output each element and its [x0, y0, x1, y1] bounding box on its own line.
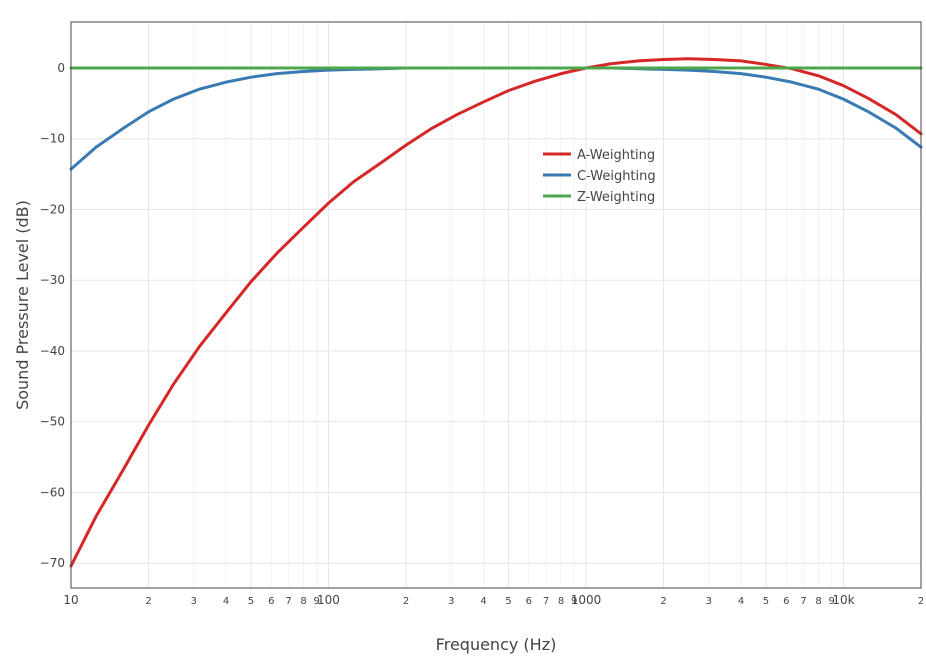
grid-layer — [70, 22, 922, 588]
y-tick-label: −20 — [40, 202, 65, 216]
x-tick-label: 8 — [558, 596, 564, 607]
x-tick-label: 3 — [191, 596, 197, 607]
y-tick-label: −60 — [40, 485, 65, 499]
x-tick-label: 7 — [543, 596, 549, 607]
y-tick-labels: 0 −10 −20 −30 −40 −50 −60 −70 — [40, 61, 65, 570]
x-tick-label: 100 — [317, 593, 340, 607]
legend-label: C-Weighting — [577, 169, 656, 184]
x-tick-label: 5 — [763, 596, 769, 607]
x-tick-label: 4 — [480, 596, 486, 607]
y-axis-title: Sound Pressure Level (dB) — [13, 200, 32, 410]
x-tick-label: 2 — [403, 596, 409, 607]
x-tick-label: 2 — [918, 596, 924, 607]
x-tick-label: 3 — [448, 596, 454, 607]
x-tick-label: 5 — [248, 596, 254, 607]
x-tick-label: 3 — [706, 596, 712, 607]
x-tick-label: 7 — [285, 596, 291, 607]
x-tick-label: 6 — [268, 596, 274, 607]
x-tick-label: 2 — [145, 596, 151, 607]
y-tick-label: −40 — [40, 344, 65, 358]
x-tick-label: 6 — [783, 596, 789, 607]
x-tick-label: 5 — [505, 596, 511, 607]
plot-frame — [70, 21, 922, 589]
x-axis-title: Frequency (Hz) — [436, 635, 557, 654]
x-tick-label: 2 — [660, 596, 666, 607]
legend-label: A-Weighting — [577, 148, 655, 163]
x-tick-label: 8 — [815, 596, 821, 607]
x-tick-label: 10 — [63, 593, 78, 607]
x-tick-label: 9 — [571, 596, 577, 607]
x-tick-label: 1000 — [571, 593, 602, 607]
y-tick-label: −70 — [40, 556, 65, 570]
y-tick-label: −30 — [40, 273, 65, 287]
series-layer — [69, 57, 923, 568]
series-line-a-weighting — [69, 57, 923, 568]
legend: A-Weighting C-Weighting Z-Weighting — [543, 148, 656, 205]
x-tick-label: 10k — [832, 593, 854, 607]
x-tick-label: 9 — [829, 596, 835, 607]
y-tick-label: 0 — [57, 61, 65, 75]
x-tick-label: 7 — [800, 596, 806, 607]
x-tick-label: 4 — [223, 596, 229, 607]
x-tick-label: 8 — [300, 596, 306, 607]
x-tick-label: 6 — [526, 596, 532, 607]
series-line-c-weighting — [69, 66, 923, 171]
x-tick-label: 4 — [738, 596, 744, 607]
x-tick-label: 9 — [314, 596, 320, 607]
y-tick-label: −10 — [40, 132, 65, 146]
y-tick-label: −50 — [40, 415, 65, 429]
legend-label: Z-Weighting — [577, 190, 655, 205]
